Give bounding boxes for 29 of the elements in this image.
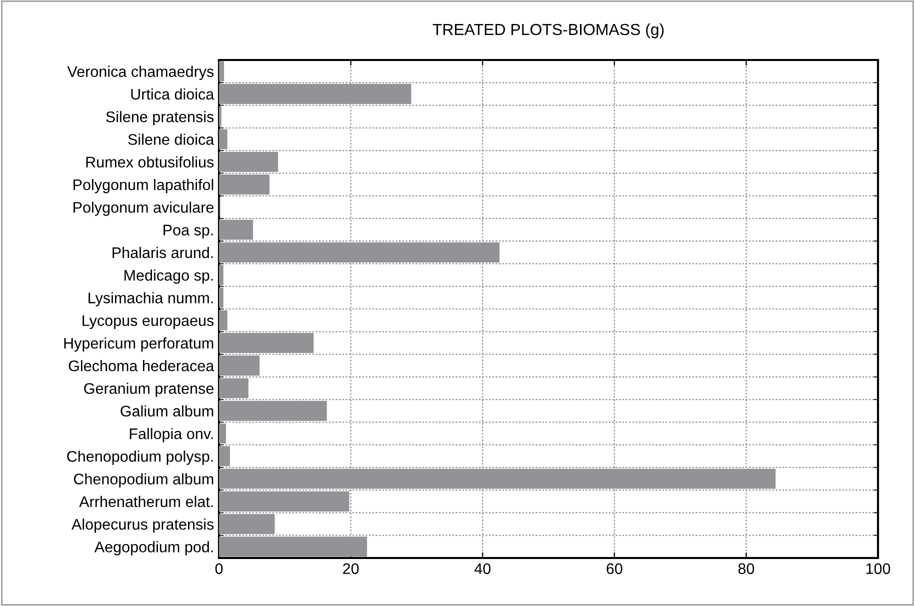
x-tick-label: 40: [474, 563, 490, 574]
y-tick-label: Hypericum perforatum: [64, 337, 214, 352]
chart-title: TREATED PLOTS-BIOMASS (g): [432, 23, 664, 38]
y-tick-label: Silene pratensis: [106, 111, 214, 126]
y-tick-label: Phalaris arund.: [112, 246, 213, 258]
y-tick-label: Lysimachia numm.: [88, 292, 213, 306]
y-tick-label: Alopecurus pratensis: [72, 518, 214, 533]
y-tick-label: Polygonum aviculare: [74, 202, 214, 216]
y-tick-label: Medicago sp.: [124, 270, 213, 284]
y-tick-label: Galium album: [120, 405, 214, 417]
y-tick-label: Lycopus europaeus: [82, 315, 214, 330]
y-tick-label: Fallopia onv.: [130, 428, 213, 442]
y-tick-label: Glechoma hederacea: [68, 360, 214, 372]
x-tick-label: 0: [215, 563, 223, 574]
y-tick-label: Silene dioica: [128, 134, 214, 145]
y-tick-label: Arrhenatherum elat.: [79, 496, 213, 508]
y-tick-label: Veronica chamaedrys: [67, 66, 214, 80]
x-tick-label: 60: [606, 563, 622, 574]
y-tick-label: Polygonum lapathifol: [74, 178, 214, 194]
y-tick-label: Aegopodium pod.: [94, 541, 213, 556]
x-tick-label: 20: [343, 563, 359, 574]
x-tick-label: 80: [738, 563, 754, 574]
y-tick-label: Chenopodium album: [74, 473, 214, 488]
y-tick-label: Urtica dioica: [131, 88, 214, 100]
y-tick-label: Rumex obtusifolius: [86, 156, 214, 168]
y-tick-label: Chenopodium polysp.: [67, 450, 213, 465]
y-tick-label: Geranium pratense: [84, 382, 214, 397]
y-tick-label: Poa sp.: [164, 224, 213, 238]
x-tick-label: 100: [866, 563, 890, 574]
